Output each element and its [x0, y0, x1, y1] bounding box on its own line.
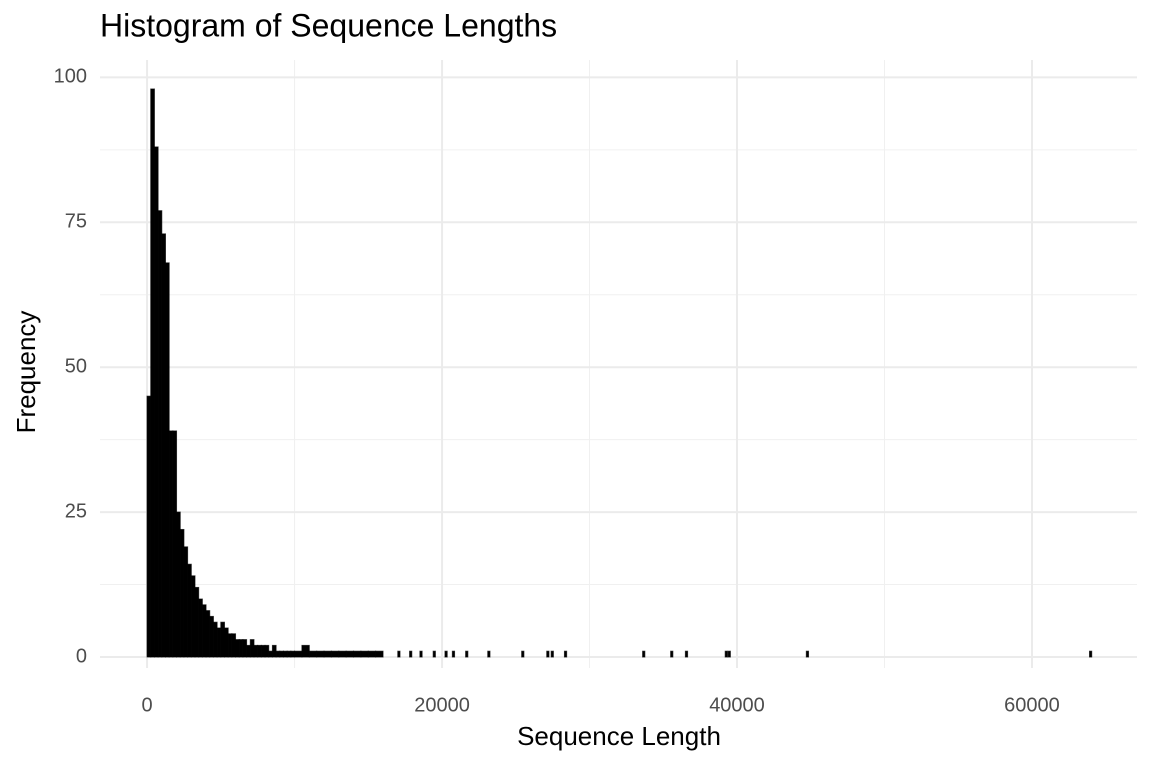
bar: [275, 650, 281, 658]
y-tick-label: 0: [76, 645, 87, 667]
bar: [179, 528, 185, 658]
bar: [316, 650, 325, 658]
bar: [487, 650, 491, 658]
bar: [724, 650, 728, 658]
bar: [146, 395, 152, 658]
y-tick-label: 25: [65, 500, 87, 522]
bar: [546, 650, 550, 658]
bar: [223, 627, 229, 658]
bar: [264, 644, 270, 658]
y-tick-label: 75: [65, 211, 87, 233]
bar: [227, 633, 233, 658]
bar: [727, 650, 731, 658]
bar: [465, 650, 469, 658]
bar: [235, 639, 240, 658]
bar: [345, 650, 355, 658]
bar: [268, 650, 273, 658]
bar: [444, 650, 448, 658]
bar: [253, 644, 259, 658]
bar: [157, 210, 163, 658]
bar: [419, 650, 423, 658]
bar: [684, 650, 689, 658]
bar: [409, 650, 413, 658]
bar: [168, 430, 174, 658]
y-axis-title: Frequency: [11, 311, 41, 434]
y-tick-label: 100: [54, 66, 87, 88]
bar: [164, 262, 170, 658]
bar: [161, 233, 166, 658]
bar: [216, 627, 222, 658]
bar: [550, 650, 554, 658]
bar: [360, 650, 369, 658]
bar: [338, 650, 347, 658]
bar: [257, 644, 262, 658]
bar: [397, 650, 401, 658]
bar: [242, 639, 248, 658]
bar: [642, 650, 646, 658]
bar: [294, 650, 303, 658]
y-tick-label: 50: [65, 355, 87, 377]
bar: [286, 650, 292, 658]
x-tick-label: 20000: [414, 694, 470, 716]
bar: [432, 650, 436, 658]
x-tick-label: 60000: [1004, 694, 1060, 716]
bar: [187, 563, 192, 658]
bar: [323, 650, 332, 658]
bar: [176, 511, 181, 658]
bar: [301, 644, 310, 658]
bar: [330, 650, 340, 658]
bar: [290, 650, 296, 658]
bar: [190, 575, 196, 658]
bar: [451, 650, 456, 658]
bar: [271, 644, 277, 658]
bar: [153, 146, 159, 658]
bar: [183, 546, 189, 658]
bar: [308, 650, 318, 658]
bar: [209, 615, 214, 658]
bar: [238, 639, 244, 658]
bar: [194, 586, 200, 658]
bar: [198, 598, 203, 658]
bar: [521, 650, 525, 658]
bar: [150, 88, 155, 658]
bar: [1089, 650, 1093, 658]
bar: [205, 610, 211, 658]
bar: [201, 604, 207, 658]
bar: [282, 650, 288, 658]
bar: [805, 650, 810, 658]
bar: [563, 650, 568, 658]
bar: [279, 650, 284, 658]
x-tick-label: 0: [141, 694, 152, 716]
bar: [212, 621, 218, 658]
bar: [172, 430, 178, 658]
bar: [231, 633, 237, 658]
bar: [220, 621, 225, 658]
chart-title: Histogram of Sequence Lengths: [100, 7, 557, 43]
bar: [260, 644, 266, 658]
bar: [375, 650, 384, 658]
bar: [353, 650, 362, 658]
bar: [246, 644, 251, 658]
x-tick-label: 40000: [709, 694, 765, 716]
bar: [670, 650, 674, 658]
bar: [249, 639, 255, 658]
bar: [367, 650, 377, 658]
x-axis-title: Sequence Length: [517, 721, 721, 751]
